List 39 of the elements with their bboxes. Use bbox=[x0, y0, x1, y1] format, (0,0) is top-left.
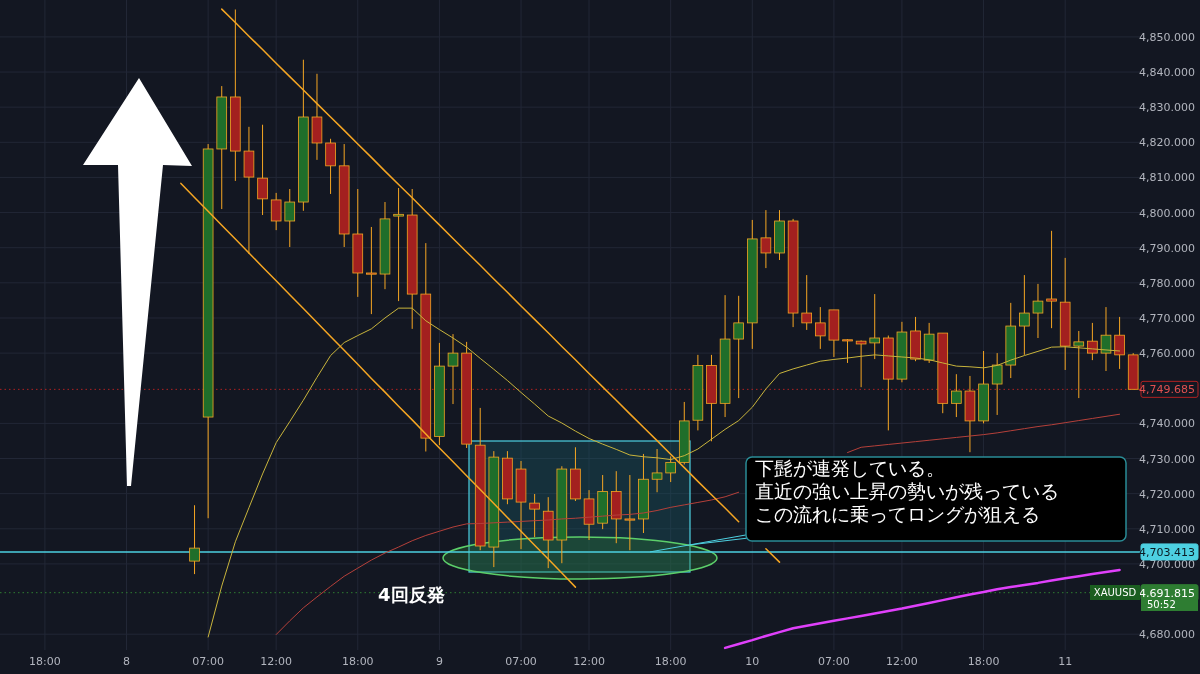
y-tick-label: 4,830.000 bbox=[1139, 101, 1195, 115]
annotation: 直近の強い上昇の勢いが残っている bbox=[755, 480, 1059, 502]
x-tick-label: 9 bbox=[435, 655, 443, 668]
annotation: XAUUSD bbox=[1093, 587, 1137, 598]
y-tick-label: 4,850.000 bbox=[1139, 30, 1195, 44]
y-tick-label: 4,730.000 bbox=[1139, 452, 1195, 466]
y-tick-label: 4,720.000 bbox=[1139, 487, 1195, 501]
annotation: 4回反発 bbox=[378, 584, 445, 605]
ref-line-label: 4,749.685 bbox=[1139, 383, 1195, 397]
x-tick-label: 07:00 bbox=[818, 655, 850, 668]
x-tick-label: 8 bbox=[123, 655, 131, 668]
y-tick-label: 4,820.000 bbox=[1139, 136, 1195, 150]
y-tick-label: 4,700.000 bbox=[1139, 557, 1195, 571]
x-tick-label: 18:00 bbox=[29, 655, 61, 668]
y-tick-label: 4,840.000 bbox=[1139, 66, 1195, 80]
y-tick-label: 4,810.000 bbox=[1139, 171, 1195, 185]
ref-line-label: 4,703.413 bbox=[1139, 545, 1195, 559]
x-tick-label: 07:00 bbox=[505, 655, 537, 668]
annotation: 下髭が連発している。 bbox=[755, 457, 945, 479]
y-tick-label: 4,760.000 bbox=[1139, 347, 1195, 361]
x-tick-label: 18:00 bbox=[654, 655, 687, 668]
y-tick-label: 4,790.000 bbox=[1139, 241, 1195, 255]
x-tick-label: 12:00 bbox=[886, 655, 918, 668]
x-tick-label: 18:00 bbox=[341, 655, 374, 668]
y-tick-label: 4,680.000 bbox=[1139, 628, 1195, 642]
x-tick-label: 12:00 bbox=[260, 655, 293, 668]
y-tick-label: 4,800.000 bbox=[1139, 206, 1195, 220]
x-tick-label: 07:00 bbox=[192, 655, 224, 668]
x-tick-label: 10 bbox=[745, 655, 760, 668]
x-tick-label: 12:00 bbox=[573, 655, 605, 668]
x-tick-label: 11 bbox=[1058, 655, 1073, 668]
x-tick-label: 18:00 bbox=[967, 655, 1000, 668]
y-tick-label: 4,780.000 bbox=[1139, 276, 1195, 290]
y-tick-label: 4,710.000 bbox=[1139, 522, 1195, 536]
y-tick-label: 4,740.000 bbox=[1139, 417, 1195, 431]
text: 50:52 bbox=[1147, 599, 1176, 610]
y-tick-label: 4,770.000 bbox=[1139, 311, 1195, 325]
annotation: この流れに乗ってロングが狙える bbox=[755, 503, 1040, 525]
ref-line-label: 4,691.815 bbox=[1139, 586, 1195, 600]
